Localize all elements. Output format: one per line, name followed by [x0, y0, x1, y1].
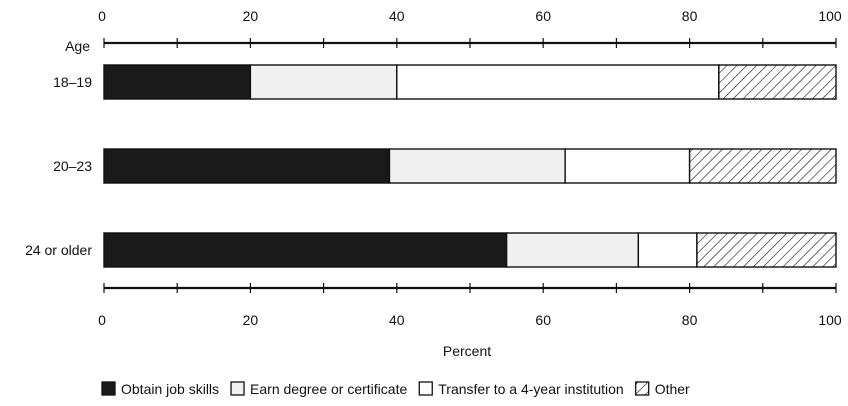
bar-24-or-older-transfer-to-a-4-year-institution	[637, 232, 698, 268]
legend-label-transfer-to-a-4-year-institution: Transfer to a 4-year institution	[438, 381, 623, 397]
bar-18-19-earn-degree-or-certificate	[249, 64, 398, 100]
x-tick-label-top: 100	[818, 8, 842, 24]
legend: Obtain job skills Earn degree or certific…	[101, 381, 690, 397]
bar-24-or-older-obtain-job-skills	[103, 232, 508, 268]
x-tick-label-bottom: 0	[98, 312, 106, 328]
bar-18-19-transfer-to-a-4-year-institution	[396, 64, 720, 100]
x-tick-label-bottom: 100	[818, 312, 842, 328]
category-label-24-or-older: 24 or older	[25, 242, 92, 258]
legend-swatch-earn-degree-or-certificate	[230, 381, 245, 396]
bar-24-or-older-other	[696, 232, 837, 268]
bar-24-or-older-earn-degree-or-certificate	[505, 232, 640, 268]
category-label-18-19: 18–19	[53, 74, 92, 90]
legend-swatch-transfer-to-a-4-year-institution	[418, 381, 433, 396]
legend-label-other: Other	[655, 381, 690, 397]
x-tick-label-bottom: 80	[682, 312, 698, 328]
bars-layer	[103, 64, 837, 268]
x-tick-label-bottom: 40	[389, 312, 405, 328]
x-tick-label-bottom: 20	[243, 312, 259, 328]
x-axis-title: Percent	[443, 343, 491, 359]
category-label-20-23: 20–23	[53, 158, 92, 174]
bar-18-19-other	[718, 64, 837, 100]
legend-label-obtain-job-skills: Obtain job skills	[121, 381, 219, 397]
legend-label-earn-degree-or-certificate: Earn degree or certificate	[250, 381, 407, 397]
x-tick-label-top: 80	[682, 8, 698, 24]
y-axis-title: Age	[65, 38, 90, 54]
x-tick-label-top: 0	[98, 8, 106, 24]
x-tick-label-bottom: 60	[535, 312, 551, 328]
x-tick-label-top: 20	[243, 8, 259, 24]
bar-18-19-obtain-job-skills	[103, 64, 252, 100]
legend-swatch-other	[635, 381, 650, 396]
x-tick-label-top: 40	[389, 8, 405, 24]
legend-swatch-obtain-job-skills	[101, 381, 116, 396]
bar-20-23-transfer-to-a-4-year-institution	[564, 148, 691, 184]
x-tick-label-top: 60	[535, 8, 551, 24]
bar-20-23-obtain-job-skills	[103, 148, 391, 184]
axes-layer: 0 0 20 20 40 40 60 60 80 80 100 100 Age Percent 18–19 2…	[25, 8, 842, 359]
bar-20-23-other	[688, 148, 837, 184]
bar-20-23-earn-degree-or-certificate	[388, 148, 566, 184]
